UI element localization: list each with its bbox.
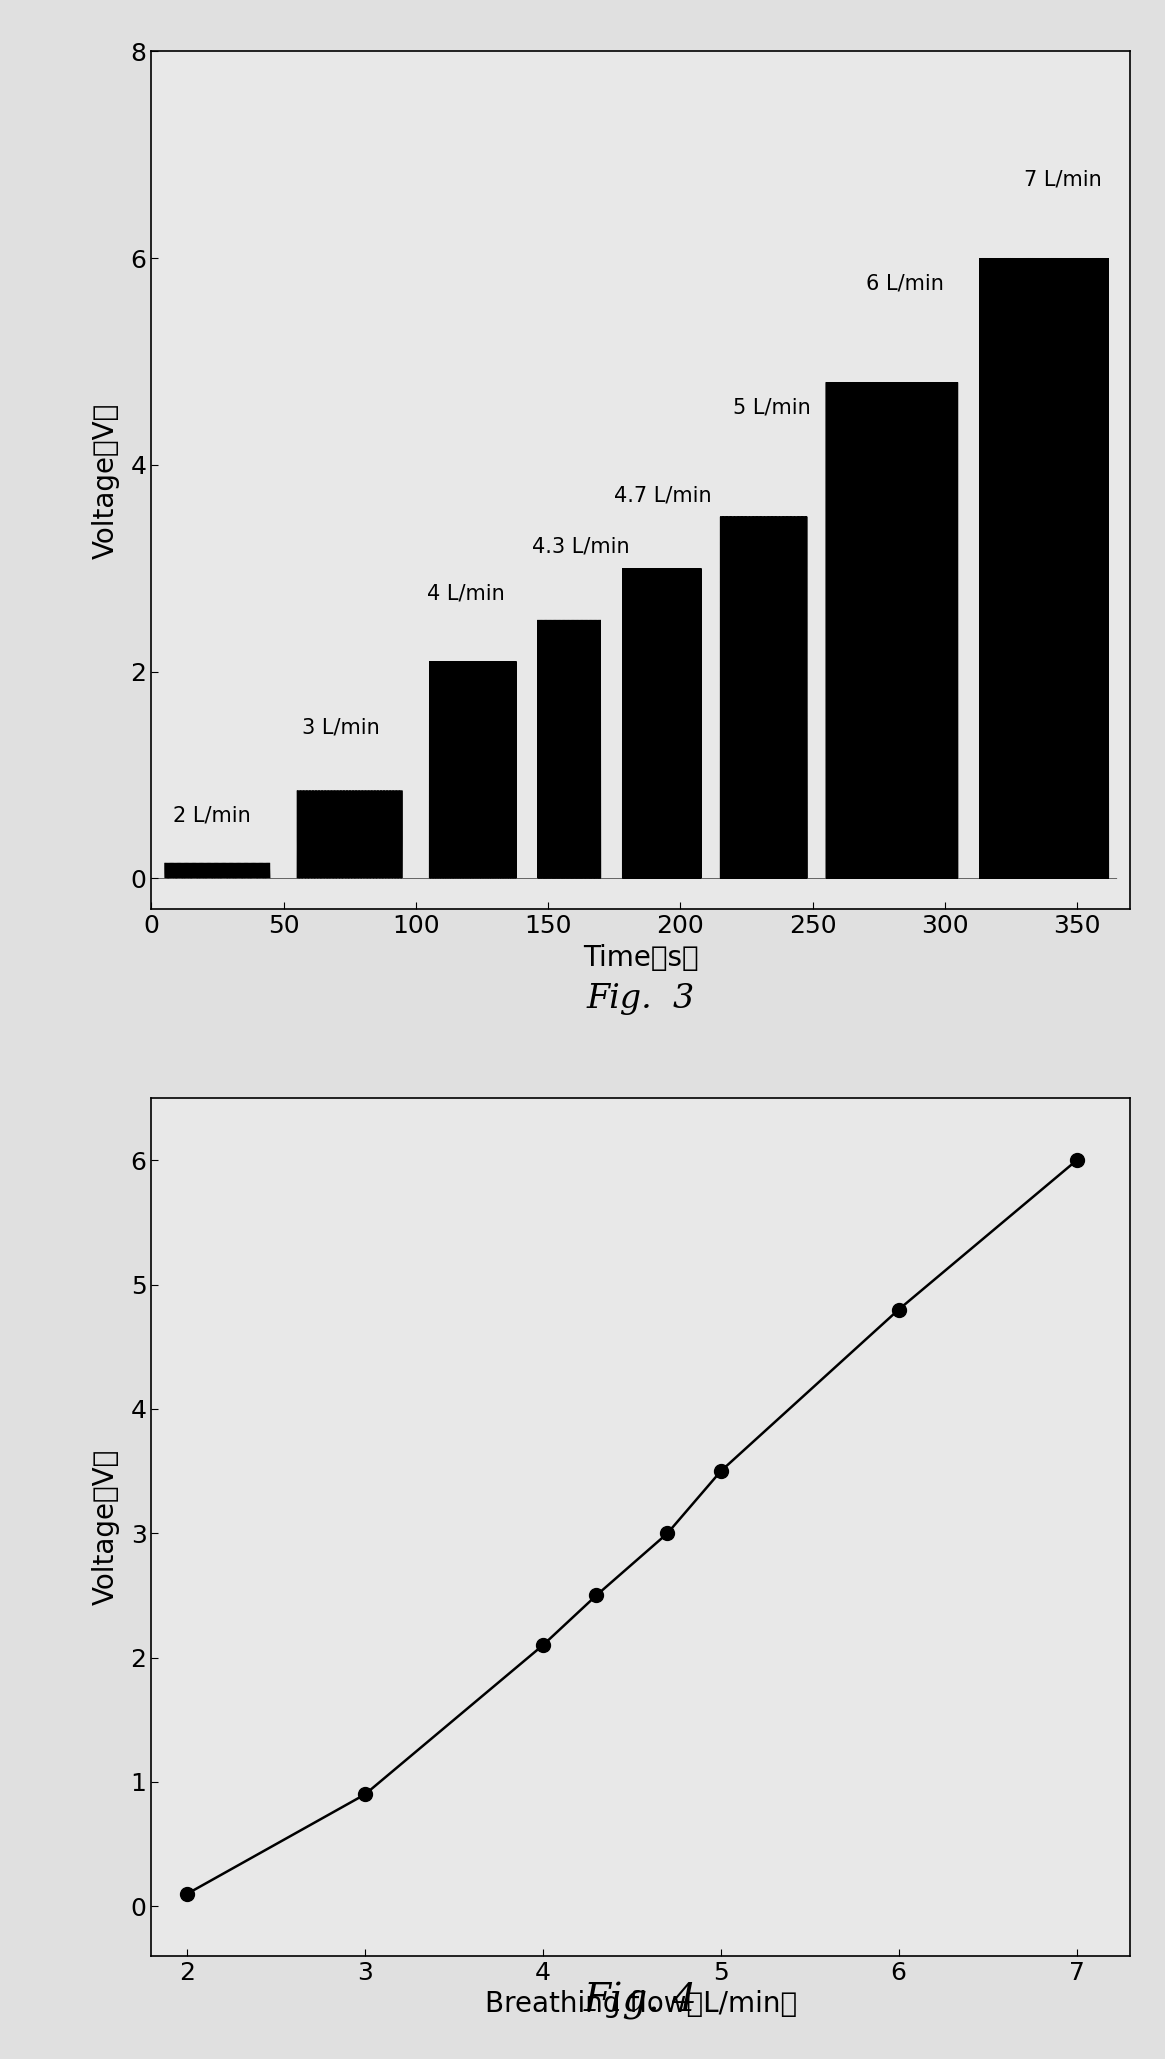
Point: [587, 1579, 606, 1612]
X-axis label: Time（s）: Time（s）: [582, 943, 699, 972]
Point: [1067, 1145, 1086, 1178]
Y-axis label: Voltage（V）: Voltage（V）: [92, 402, 120, 558]
Text: 4.3 L/min: 4.3 L/min: [532, 537, 630, 556]
Text: Fig. 4: Fig. 4: [584, 1983, 698, 2020]
Point: [355, 1777, 374, 1810]
Text: 4 L/min: 4 L/min: [426, 583, 504, 603]
Point: [658, 1517, 677, 1550]
Text: Fig.  3: Fig. 3: [587, 982, 694, 1015]
Point: [712, 1454, 730, 1487]
Y-axis label: Voltage（V）: Voltage（V）: [92, 1450, 120, 1606]
X-axis label: Breathing flow（L/min）: Breathing flow（L/min）: [485, 1991, 797, 2018]
Text: 5 L/min: 5 L/min: [733, 397, 811, 418]
Text: 7 L/min: 7 L/min: [1024, 169, 1102, 189]
Text: 6 L/min: 6 L/min: [866, 274, 944, 292]
Point: [534, 1629, 552, 1662]
Text: 3 L/min: 3 L/min: [302, 719, 380, 737]
Point: [889, 1293, 908, 1326]
Text: 4.7 L/min: 4.7 L/min: [614, 486, 712, 504]
Text: 2 L/min: 2 L/min: [172, 805, 250, 826]
Point: [178, 1878, 197, 1911]
